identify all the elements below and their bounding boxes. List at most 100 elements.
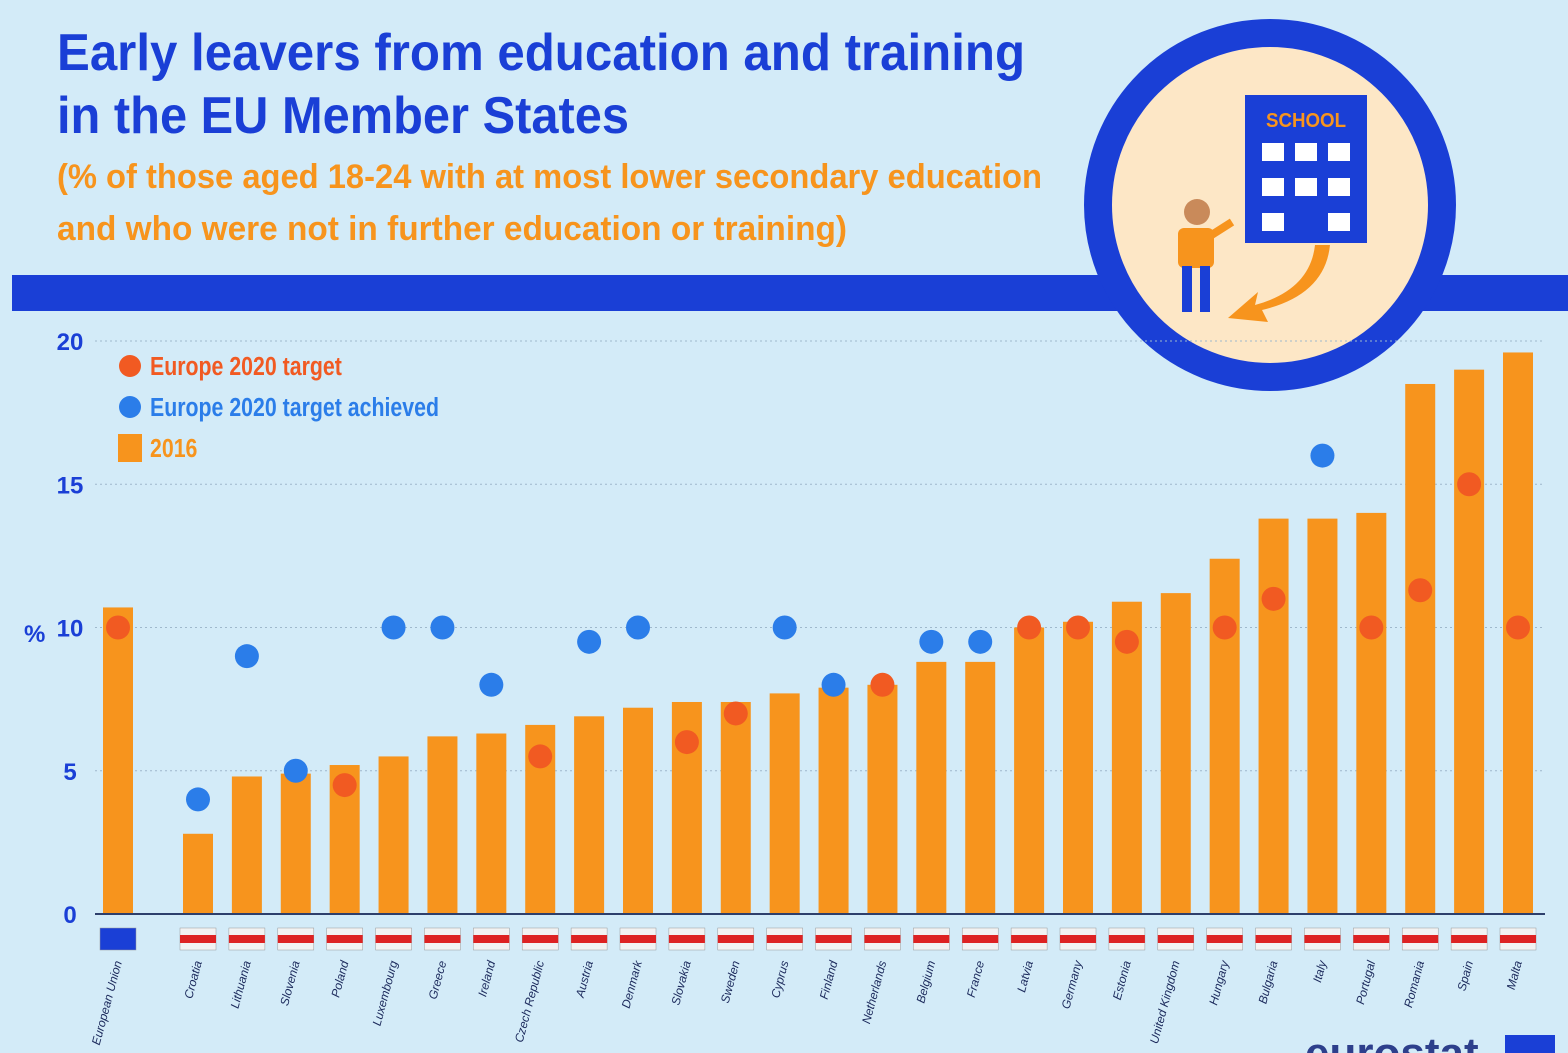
target-dot (1359, 616, 1383, 640)
window (1262, 178, 1284, 196)
target-dot (1457, 472, 1481, 496)
icon-label: SCHOOL (1266, 110, 1346, 132)
flag-stripe (1158, 935, 1194, 943)
bar (819, 688, 849, 914)
flag-stripe (522, 935, 558, 943)
window (1295, 178, 1317, 196)
window (1328, 178, 1350, 196)
y-tick-label: 15 (57, 472, 84, 499)
target-dot (382, 616, 406, 640)
flag-stripe (278, 935, 314, 943)
bar (867, 685, 897, 914)
window (1262, 143, 1284, 161)
logo-flag (1505, 1035, 1555, 1053)
person-body (1178, 228, 1214, 268)
flag-stripe (1304, 935, 1340, 943)
y-tick-label: 10 (57, 616, 84, 643)
chart-subtitle: (% of those aged 18-24 with at most lowe… (57, 158, 1042, 196)
bar (965, 662, 995, 914)
target-dot (284, 759, 308, 783)
flag-stripe (669, 935, 705, 943)
target-dot (577, 630, 601, 654)
y-tick-label: 20 (57, 329, 84, 356)
bar (770, 693, 800, 914)
target-dot (1213, 616, 1237, 640)
target-dot (1262, 587, 1286, 611)
target-dot (333, 773, 357, 797)
legend-marker (119, 396, 141, 418)
flag-stripe (473, 935, 509, 943)
window (1328, 213, 1350, 231)
flag-stripe (1500, 935, 1536, 943)
flag-stripe (816, 935, 852, 943)
bar (379, 756, 409, 914)
flag-stripe (1451, 935, 1487, 943)
target-dot (479, 673, 503, 697)
legend-label: 2016 (150, 434, 197, 464)
bar (623, 708, 653, 914)
target-dot (1017, 616, 1041, 640)
y-tick-label: 5 (63, 759, 76, 786)
target-dot (106, 616, 130, 640)
person-leg (1182, 266, 1192, 312)
target-dot (870, 673, 894, 697)
bar (721, 702, 751, 914)
flag-stripe (327, 935, 363, 943)
y-axis-label: % (24, 621, 45, 648)
target-dot (1310, 444, 1334, 468)
person-head (1184, 199, 1210, 225)
window (1295, 143, 1317, 161)
window (1262, 213, 1284, 231)
flag-stripe (962, 935, 998, 943)
flag-stripe (229, 935, 265, 943)
flag-stripe (718, 935, 754, 943)
target-dot (724, 701, 748, 725)
legend-marker (118, 434, 142, 462)
flag-stripe (1256, 935, 1292, 943)
chart-subtitle: and who were not in further education or… (57, 210, 847, 248)
bar (1063, 622, 1093, 914)
bar (1014, 628, 1044, 915)
flag-stripe (424, 935, 460, 943)
bar (916, 662, 946, 914)
flag-stripe (180, 935, 216, 943)
flag-stripe (1060, 935, 1096, 943)
chart: SCHOOL Early leavers from education and … (0, 0, 1568, 1053)
target-dot (430, 616, 454, 640)
bar (1356, 513, 1386, 914)
target-dot (675, 730, 699, 754)
flag (100, 928, 136, 950)
bar (1405, 384, 1435, 914)
legend-marker (119, 355, 141, 377)
bar (1161, 593, 1191, 914)
bar (183, 834, 213, 914)
chart-title: in the EU Member States (57, 87, 629, 145)
legend-label: Europe 2020 target achieved (150, 393, 439, 423)
person-leg (1200, 266, 1210, 312)
bar (1307, 519, 1337, 914)
bar (427, 736, 457, 914)
flag-stripe (1109, 935, 1145, 943)
bar (281, 774, 311, 914)
flag-stripe (767, 935, 803, 943)
target-dot (528, 744, 552, 768)
target-dot (822, 673, 846, 697)
y-tick-label: 0 (63, 902, 76, 929)
flag-stripe (864, 935, 900, 943)
target-dot (626, 616, 650, 640)
page: SCHOOL Early leavers from education and … (0, 0, 1568, 1053)
target-dot (968, 630, 992, 654)
legend-label: Europe 2020 target (150, 352, 342, 382)
target-dot (919, 630, 943, 654)
target-dot (1408, 578, 1432, 602)
flag-stripe (1353, 935, 1389, 943)
bar (1210, 559, 1240, 914)
flag-stripe (1207, 935, 1243, 943)
flag-stripe (571, 935, 607, 943)
chart-title: Early leavers from education and trainin… (57, 24, 1025, 82)
target-dot (773, 616, 797, 640)
bar (1454, 370, 1484, 914)
flag-stripe (376, 935, 412, 943)
target-dot (235, 644, 259, 668)
bar (574, 716, 604, 914)
